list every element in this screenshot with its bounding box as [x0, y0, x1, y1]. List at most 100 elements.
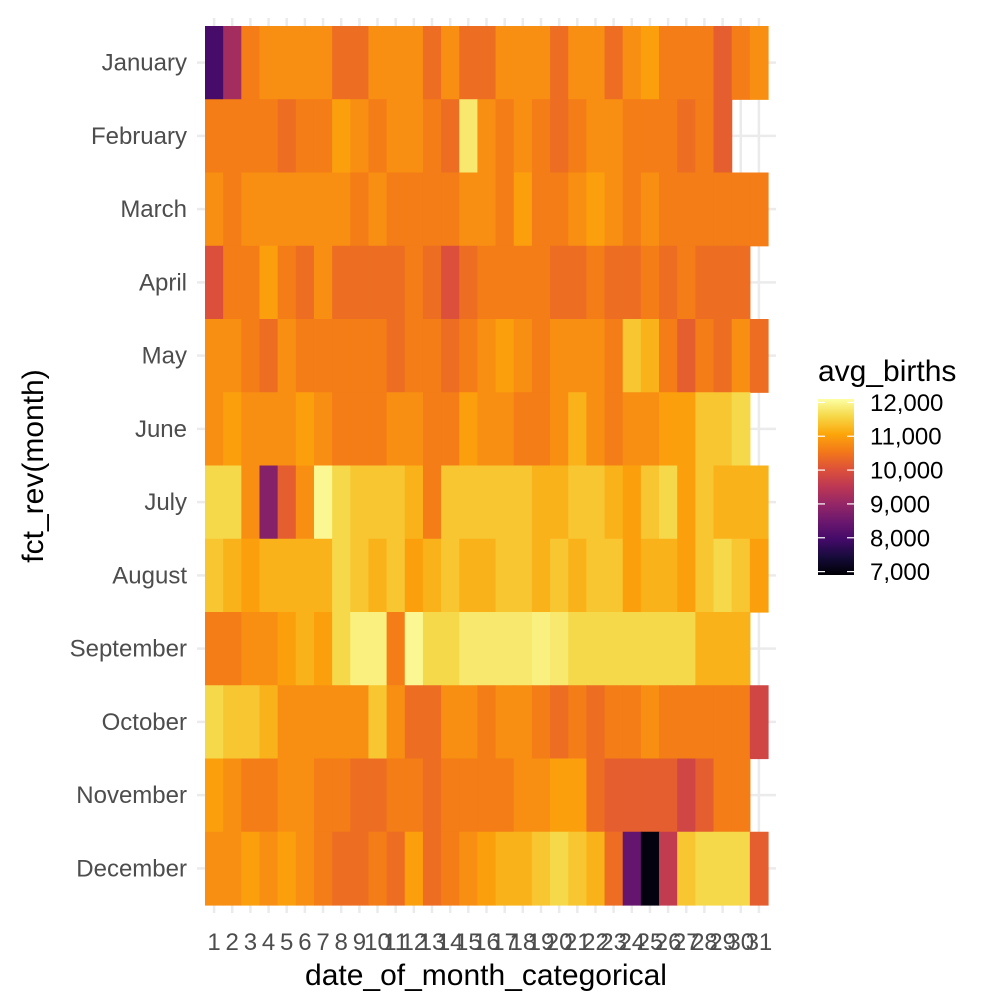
heatmap-cell [640, 245, 660, 320]
heatmap-cell [622, 685, 642, 760]
heatmap-cell [713, 538, 733, 613]
heatmap-cell [731, 758, 751, 833]
heatmap-cell [295, 465, 315, 540]
heatmap-cell [568, 831, 587, 906]
heatmap-cell [659, 538, 678, 613]
heatmap-cell [332, 26, 351, 100]
heatmap-cell [550, 99, 569, 174]
heatmap-cell [441, 245, 460, 320]
heatmap-cell [677, 392, 696, 467]
heatmap-cell [404, 172, 424, 247]
heatmap-cell [259, 465, 279, 540]
heatmap-cell [441, 538, 460, 613]
heatmap-cell [622, 758, 642, 833]
x-tick-label: 23 [600, 929, 627, 956]
heatmap-cell [295, 172, 315, 247]
heatmap-cell [441, 26, 460, 100]
heatmap-cell [459, 831, 479, 906]
heatmap-cell [586, 99, 606, 174]
heatmap-cell [205, 319, 224, 393]
heatmap-cell [713, 831, 733, 906]
heatmap-cell [277, 758, 297, 833]
heatmap-cell [568, 99, 587, 174]
heatmap-cell [368, 538, 388, 613]
heatmap-cell [386, 685, 406, 760]
heatmap-cell [731, 245, 751, 320]
heatmap-cell [731, 685, 751, 760]
heatmap-cell [459, 99, 479, 174]
heatmap-cell [531, 758, 551, 833]
heatmap-cell [550, 319, 569, 393]
heatmap-cell [404, 245, 424, 320]
heatmap-cell [622, 465, 642, 540]
heatmap-cell [205, 99, 224, 174]
heatmap-cell [459, 392, 479, 467]
x-tick-label: 20 [546, 929, 573, 956]
heatmap-cell [223, 392, 242, 467]
heatmap-cell [404, 26, 424, 100]
heatmap-cell [749, 319, 769, 393]
heatmap-cell [441, 465, 460, 540]
heatmap-cell [640, 685, 660, 760]
heatmap-cell [350, 612, 370, 686]
heatmap-cell [550, 172, 569, 247]
heatmap-cell [277, 685, 297, 760]
heatmap-cell [241, 245, 261, 320]
heatmap-cell [495, 612, 515, 686]
heatmap-cell [495, 538, 515, 613]
heatmap-cell [422, 26, 442, 100]
heatmap-cell [586, 319, 606, 393]
legend-label: 7,000 [870, 559, 930, 586]
heatmap-cell [713, 758, 733, 833]
heatmap-cell [477, 99, 497, 174]
x-tick-label: 9 [353, 929, 366, 956]
heatmap-cell [386, 392, 406, 467]
heatmap-cell [659, 685, 678, 760]
heatmap-cell [640, 172, 660, 247]
heatmap-cell [495, 758, 515, 833]
x-tick-label: 4 [262, 929, 275, 956]
heatmap-cell [513, 465, 533, 540]
heatmap-cell [495, 685, 515, 760]
heatmap-cell [241, 465, 261, 540]
legend-colorbar [818, 399, 854, 575]
heatmap-cell [495, 245, 515, 320]
heatmap-cell [659, 319, 678, 393]
heatmap-cell [731, 612, 751, 686]
heatmap-cell [713, 465, 733, 540]
heatmap-cell [313, 758, 333, 833]
heatmap-cell [640, 758, 660, 833]
x-tick-label: 8 [335, 929, 348, 956]
heatmap-cell [640, 538, 660, 613]
heatmap-cell [404, 831, 424, 906]
heatmap-cell [313, 392, 333, 467]
heatmap-cell [568, 26, 587, 100]
heatmap-cell [495, 465, 515, 540]
heatmap-cell [531, 172, 551, 247]
heatmap-cell [731, 172, 751, 247]
heatmap-cell [404, 538, 424, 613]
heatmap-cell [604, 245, 624, 320]
heatmap-cell [713, 26, 733, 100]
heatmap-cell [368, 831, 388, 906]
heatmap-cell [604, 685, 624, 760]
heatmap-cell [477, 758, 497, 833]
heatmap-cell [604, 538, 624, 613]
heatmap-cell [277, 538, 297, 613]
heatmap-cell [241, 99, 261, 174]
heatmap-cell [313, 612, 333, 686]
heatmap-cell [295, 26, 315, 100]
heatmap-cell [368, 26, 388, 100]
heatmap-cell [459, 319, 479, 393]
heatmap-cell [350, 319, 370, 393]
heatmap-cell [731, 26, 751, 100]
heatmap-cell [332, 245, 351, 320]
heatmap-cell [659, 465, 678, 540]
heatmap-cell [586, 831, 606, 906]
x-tick-label: 5 [280, 929, 293, 956]
heatmap-cell [422, 465, 442, 540]
heatmap-cell [604, 319, 624, 393]
heatmap-cell [313, 319, 333, 393]
heatmap-cell [459, 538, 479, 613]
heatmap-cell [205, 245, 224, 320]
